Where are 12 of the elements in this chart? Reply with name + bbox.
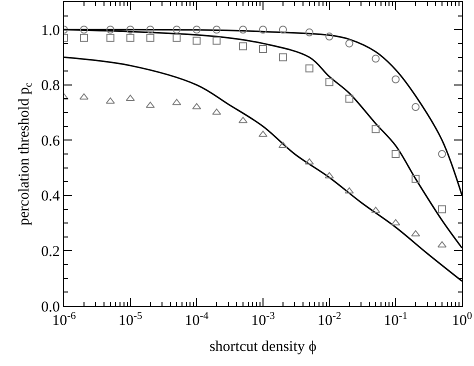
x-tick-label: 10$^{-3}$ [251,310,275,330]
y-tick-label: 0.6 [41,133,60,150]
x-tick-label: 10$^{-5}$ [118,310,142,330]
x-axis-title: shortcut density ϕ [209,339,317,356]
y-tick-label: 0.8 [41,78,60,94]
x-tick-label: 10$^{-2}$ [317,310,342,330]
y-tick-label: 0.4 [41,188,60,205]
x-tick-label: 10$^{0}$ [452,310,472,330]
x-tick-label: 10$^{-4}$ [184,310,210,330]
y-tick-label: 0.2 [41,244,60,260]
y-tick-label: 1.0 [41,22,60,39]
x-tick-label: 10$^{-1}$ [384,310,408,330]
